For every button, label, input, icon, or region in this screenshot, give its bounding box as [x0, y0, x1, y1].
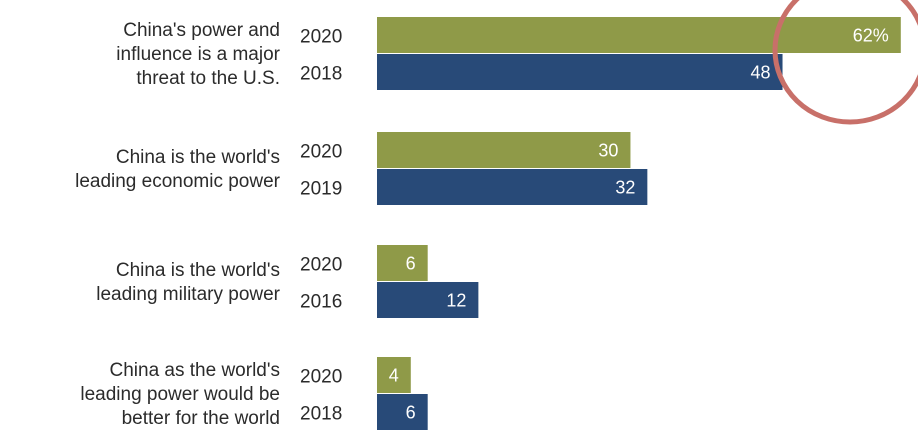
year-label: 2018	[300, 64, 342, 85]
year-label: 2019	[300, 179, 342, 200]
category-label: China is the world's	[116, 260, 280, 281]
category-label: China's power and	[123, 20, 280, 41]
bar	[377, 357, 411, 393]
category-label: China as the world's	[110, 360, 281, 381]
value-label: 12	[446, 291, 466, 311]
category-label: leading economic power	[75, 171, 281, 192]
category-label: China is the world's	[116, 147, 280, 168]
bar	[377, 245, 428, 281]
bar-group: China is the world's leading economic pow…	[75, 132, 648, 205]
bar	[377, 54, 783, 90]
category-label: influence is a major	[116, 44, 280, 65]
category-label: leading military power	[96, 284, 280, 305]
bar	[377, 282, 479, 318]
category-label: better for the world	[122, 408, 280, 429]
bar-group: China is the world's leading military pow…	[96, 245, 479, 318]
bar-group: China's power and influence is a major thr…	[116, 17, 901, 90]
highlight-circle	[772, 0, 918, 125]
year-label: 2020	[300, 142, 342, 163]
bar	[377, 132, 631, 168]
category-label: leading power would be	[80, 384, 280, 405]
bar	[377, 17, 901, 53]
year-label: 2020	[300, 27, 342, 48]
category-label: threat to the U.S.	[136, 68, 280, 89]
bar	[377, 394, 428, 430]
year-label: 2018	[300, 404, 342, 425]
bar	[377, 169, 648, 205]
value-label: 62%	[853, 26, 889, 46]
value-label: 48	[750, 63, 770, 83]
year-label: 2020	[300, 367, 342, 388]
year-label: 2016	[300, 292, 342, 313]
value-label: 6	[406, 403, 416, 423]
value-label: 4	[389, 366, 399, 386]
value-label: 32	[615, 178, 635, 198]
value-label: 30	[598, 141, 618, 161]
value-label: 6	[406, 254, 416, 274]
bar-group: China as the world's leading power would …	[80, 357, 428, 430]
year-label: 2020	[300, 255, 342, 276]
